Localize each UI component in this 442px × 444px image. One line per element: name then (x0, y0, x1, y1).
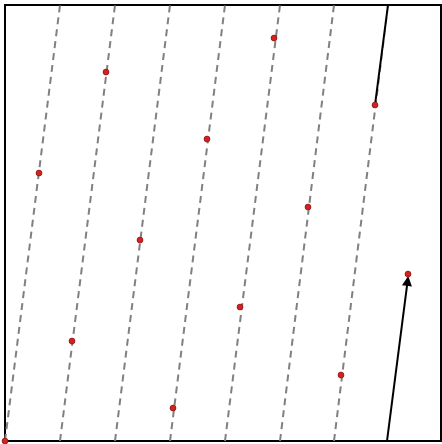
dashed-line-6 (279, 4, 335, 442)
point-9 (270, 34, 278, 42)
point-3 (68, 337, 76, 345)
dashed-line-3 (114, 4, 171, 442)
point-6 (169, 404, 177, 412)
point-1 (1, 437, 9, 444)
point-7 (203, 135, 211, 143)
arrow-line (386, 276, 412, 442)
dashed-line-2 (59, 4, 116, 442)
point-5 (136, 236, 144, 244)
dashed-line-4 (169, 4, 226, 442)
point-4 (102, 68, 110, 76)
dashed-line-5 (224, 4, 281, 442)
point-10 (304, 203, 312, 211)
point-13 (404, 270, 412, 278)
diagram-frame (4, 4, 442, 442)
point-2 (35, 169, 43, 177)
point-8 (236, 303, 244, 311)
dashed-line-group (4, 4, 389, 442)
point-11 (337, 371, 345, 379)
point-12 (371, 101, 379, 109)
point-group (1, 34, 412, 444)
solid-line-top-right (374, 4, 389, 106)
dashed-line-1 (4, 4, 61, 442)
